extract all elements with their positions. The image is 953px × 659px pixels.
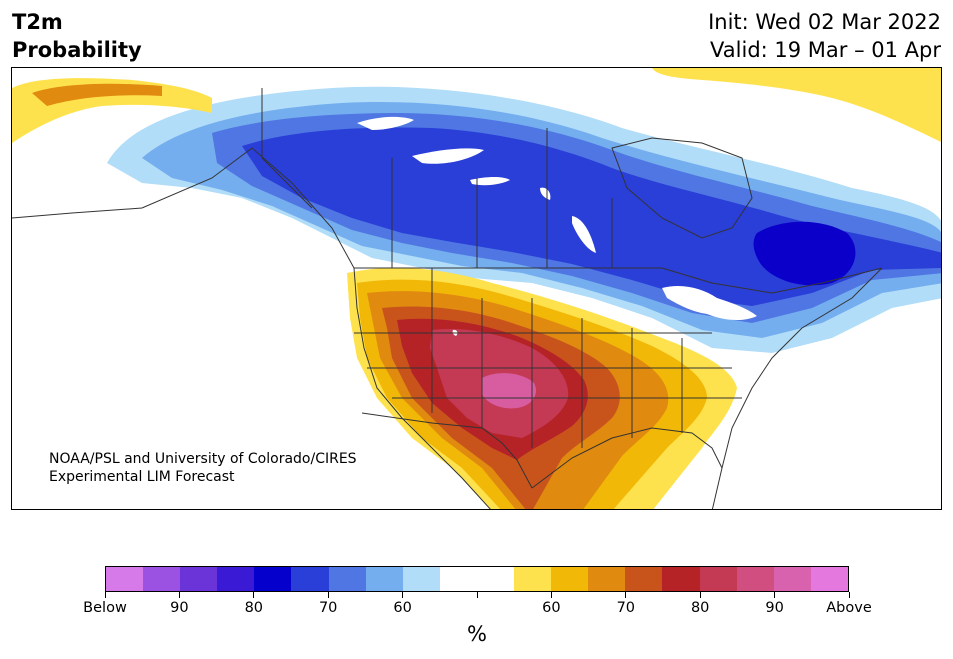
lake-winnipegosis (540, 187, 551, 200)
map-canvas (12, 68, 941, 509)
colorbar-label: 80 (244, 600, 264, 616)
colorbar-segment (662, 567, 700, 591)
colorbar-segment (699, 567, 737, 591)
warm-coast-orange (32, 83, 162, 106)
us-mexico-border (361, 412, 533, 489)
colorbar-segment (736, 567, 774, 591)
colorbar-tick (178, 592, 180, 598)
colorbar-segment (439, 567, 477, 591)
colorbar-segment (291, 567, 329, 591)
colorbar-segment (625, 567, 663, 591)
colorbar-tick (699, 592, 701, 598)
colorbar-tick (774, 592, 776, 598)
colorbar (105, 566, 849, 592)
colorbar-segment (588, 567, 626, 591)
colorbar-label: 70 (616, 600, 636, 616)
colorbar-tick (104, 592, 106, 598)
valid-date: Valid: 19 Mar – 01 Apr (710, 38, 941, 62)
great-bear-lake (357, 116, 414, 130)
colorbar-label: 90 (765, 600, 784, 616)
colorbar-segment (773, 567, 811, 591)
title-line-2: Probability (12, 38, 142, 62)
borders (12, 88, 883, 509)
colorbar-label: 80 (690, 600, 710, 616)
colorbar-segment (328, 567, 366, 591)
gulf-coast (531, 427, 723, 489)
lake-athabasca (470, 177, 510, 186)
lake-winnipeg (572, 216, 596, 253)
colorbar-label: Below (83, 600, 127, 616)
credit-text: NOAA/PSL and University of Colorado/CIRE… (49, 450, 357, 486)
colorbar-segment (365, 567, 403, 591)
forecast-map (11, 67, 942, 510)
map-title: T2m Probability (12, 8, 142, 64)
colorbar-tick (253, 592, 255, 598)
forecast-dates: Init: Wed 02 Mar 2022 Valid: 19 Mar – 01… (708, 8, 941, 64)
cold-core (753, 221, 856, 286)
colorbar-tick (848, 592, 850, 598)
title-line-1: T2m (12, 10, 63, 34)
west-coast (353, 267, 491, 509)
warm-core (482, 373, 537, 409)
great-slave-lake (412, 148, 484, 164)
colorbar-segment (402, 567, 440, 591)
colorbar-segment (254, 567, 292, 591)
colorbar-label: 60 (542, 600, 561, 616)
colorbar-unit: % (467, 622, 487, 646)
us-states (354, 268, 742, 448)
colorbar-segment (143, 567, 181, 591)
init-date: Init: Wed 02 Mar 2022 (708, 10, 941, 34)
colorbar-ticks (104, 592, 850, 600)
alaska-coast (12, 147, 355, 269)
canada-provinces (261, 88, 613, 268)
us-canada-border (354, 267, 883, 294)
great-lakes (662, 286, 757, 321)
colorbar-label: Above (826, 600, 872, 616)
colorbar-segment (106, 567, 144, 591)
colorbar-label: 90 (170, 600, 189, 616)
colorbar-tick (625, 592, 627, 598)
colorbar-segment (810, 567, 848, 591)
colorbar-segment (217, 567, 255, 591)
warm-arctic-band (652, 68, 941, 143)
colorbar-tick (327, 592, 329, 598)
colorbar-tick (402, 592, 404, 598)
colorbar-segment (180, 567, 218, 591)
colorbar-segment (551, 567, 589, 591)
credit-line-1: NOAA/PSL and University of Colorado/CIRE… (49, 451, 357, 467)
colorbar-label: 70 (318, 600, 338, 616)
colorbar-segment (514, 567, 552, 591)
hudson-bay (611, 137, 753, 239)
credit-line-2: Experimental LIM Forecast (49, 469, 235, 485)
east-coast (711, 267, 883, 509)
colorbar-segment (476, 567, 515, 591)
colorbar-label: 60 (393, 600, 412, 616)
colorbar-tick (476, 592, 478, 598)
colorbar-tick (550, 592, 552, 598)
